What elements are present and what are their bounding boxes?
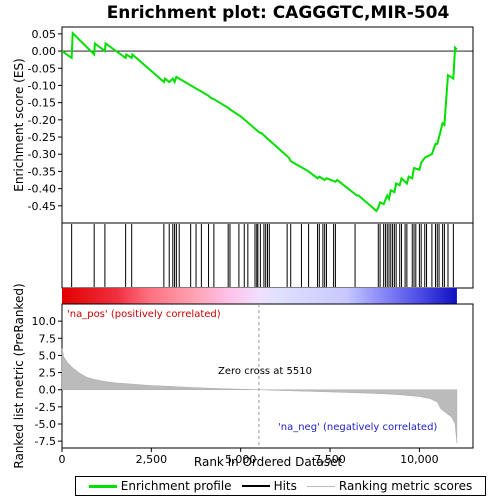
x-tick-label: 10,000 [400,453,439,466]
legend-label-enrichment: Enrichment profile [120,479,232,493]
es-tick-label: -0.20 [28,114,56,127]
ranking-metric-area [61,348,458,444]
es-tick-label: -0.15 [28,97,56,110]
es-axis: 0.05 0.00 -0.05 -0.10 -0.15 -0.20 -0.25 -0.30 -0… [28,28,62,213]
metric-tick-label: 7.5 [39,332,57,345]
rank-color-bar [62,288,457,304]
x-tick-label: 7,500 [314,453,346,466]
x-tick-label: 2,500 [136,453,168,466]
zero-cross-label: Zero cross at 5510 [218,366,312,377]
metric-axis-label: Ranked list metric (PreRanked) [12,283,26,468]
chart-title: Enrichment plot: CAGGGTC,MIR-504 [107,3,450,23]
legend-swatch-ranking [306,485,335,487]
metric-tick-label: 2.5 [39,367,57,380]
x-axis-label: Rank in Ordered Dataset [194,455,342,469]
metric-tick-label: 10.0 [32,315,57,328]
es-tick-label: 0.00 [32,45,57,58]
metric-tick-label: 5.0 [39,349,57,362]
legend-item-hits: Hits [241,479,297,493]
metric-tick-label: -2.5 [35,401,56,414]
metric-tick-label: 0.0 [39,384,57,397]
es-tick-label: -0.35 [28,165,56,178]
legend-swatch-enrichment [88,484,117,488]
metric-tick-label: -7.5 [35,435,56,448]
metric-axis: 10.0 7.5 5.0 2.5 0.0 -2.5 -5.0 -7.5 [32,315,62,448]
enrichment-profile-line [61,30,458,213]
es-tick-label: -0.25 [28,131,56,144]
es-axis-label: Enrichment score (ES) [12,58,26,191]
es-tick-label: -0.40 [28,183,56,196]
x-tick-label: 5,000 [225,453,257,466]
legend-label-hits: Hits [273,479,297,493]
negative-label: 'na_neg' (negatively correlated) [278,422,437,433]
x-axis: 0 2,500 5,000 7,500 10,000 [59,448,439,466]
x-tick-label: 0 [59,453,66,466]
es-tick-label: 0.05 [32,28,57,41]
es-tick-label: -0.05 [28,62,56,75]
es-tick-label: -0.10 [28,79,56,92]
legend-item-ranking: Ranking metric scores [306,479,473,493]
es-panel [61,26,474,224]
legend-swatch-hits [241,485,270,487]
positive-label: 'na_pos' (positively correlated) [67,309,221,320]
hits-marks [71,224,454,287]
legend: Enrichment profile Hits Ranking metric s… [75,476,486,496]
legend-item-enrichment: Enrichment profile [88,479,232,493]
es-tick-label: -0.45 [28,200,56,213]
metric-tick-label: -5.0 [35,418,56,431]
es-tick-label: -0.30 [28,148,56,161]
legend-label-ranking: Ranking metric scores [338,479,473,493]
